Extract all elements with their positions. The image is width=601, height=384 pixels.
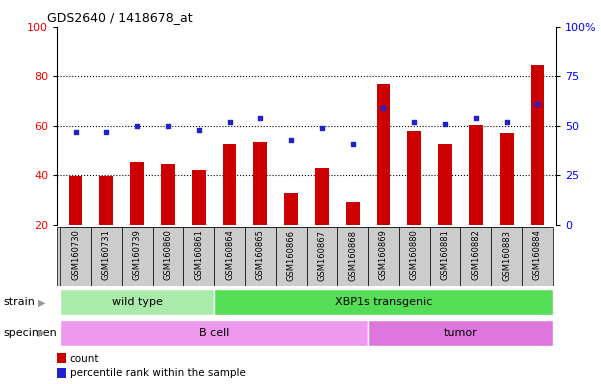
Bar — [438, 144, 452, 225]
Point — [502, 119, 511, 125]
Text: specimen: specimen — [3, 328, 56, 338]
Text: GSM160883: GSM160883 — [502, 230, 511, 281]
Text: wild type: wild type — [112, 297, 163, 308]
Point — [471, 115, 481, 121]
Point — [532, 101, 542, 107]
Text: GSM160884: GSM160884 — [533, 230, 542, 280]
Text: GSM160864: GSM160864 — [225, 230, 234, 280]
Point — [317, 125, 327, 131]
Bar — [57, 368, 66, 378]
Bar — [307, 227, 337, 286]
Point — [194, 127, 204, 133]
Point — [286, 137, 296, 143]
Bar — [368, 227, 399, 286]
Point — [71, 129, 81, 135]
Bar — [407, 131, 421, 225]
Bar — [399, 227, 430, 286]
Bar — [161, 164, 175, 225]
Bar — [276, 227, 307, 286]
Text: GDS2640 / 1418678_at: GDS2640 / 1418678_at — [47, 11, 193, 24]
Point — [102, 129, 111, 135]
Bar — [368, 320, 553, 346]
Point — [441, 121, 450, 127]
Bar — [214, 290, 553, 315]
Bar — [522, 227, 553, 286]
Bar — [491, 227, 522, 286]
Bar — [460, 227, 491, 286]
Text: GSM160731: GSM160731 — [102, 230, 111, 280]
Bar — [469, 124, 483, 225]
Text: GSM160739: GSM160739 — [133, 230, 142, 280]
Text: ▶: ▶ — [38, 297, 45, 308]
Point — [379, 105, 388, 111]
Point — [255, 115, 265, 121]
Text: tumor: tumor — [444, 328, 477, 338]
Point — [348, 141, 358, 147]
Bar — [122, 227, 153, 286]
Text: GSM160730: GSM160730 — [71, 230, 80, 280]
Bar — [531, 65, 545, 225]
Text: GSM160861: GSM160861 — [194, 230, 203, 280]
Text: GSM160880: GSM160880 — [410, 230, 419, 280]
Point — [163, 123, 172, 129]
Text: count: count — [70, 354, 99, 364]
Bar — [69, 176, 82, 225]
Bar — [377, 84, 391, 225]
Bar — [91, 227, 122, 286]
Bar — [430, 227, 460, 286]
Text: B cell: B cell — [199, 328, 230, 338]
Text: GSM160868: GSM160868 — [348, 230, 357, 281]
Bar — [60, 320, 368, 346]
Bar — [315, 168, 329, 225]
Bar — [183, 227, 214, 286]
Text: strain: strain — [3, 297, 35, 308]
Bar — [60, 290, 214, 315]
Text: GSM160881: GSM160881 — [441, 230, 450, 280]
Text: percentile rank within the sample: percentile rank within the sample — [70, 368, 245, 378]
Bar — [499, 133, 514, 225]
Bar — [130, 162, 144, 225]
Bar — [222, 144, 236, 225]
Text: GSM160869: GSM160869 — [379, 230, 388, 280]
Bar — [346, 202, 359, 225]
Text: GSM160865: GSM160865 — [256, 230, 265, 280]
Text: GSM160867: GSM160867 — [317, 230, 326, 281]
Text: GSM160860: GSM160860 — [163, 230, 172, 280]
Text: GSM160866: GSM160866 — [287, 230, 296, 281]
Bar — [254, 142, 267, 225]
Text: XBP1s transgenic: XBP1s transgenic — [335, 297, 432, 308]
Point — [132, 123, 142, 129]
Text: ▶: ▶ — [38, 328, 45, 338]
Bar — [284, 192, 298, 225]
Bar — [60, 227, 91, 286]
Bar — [192, 170, 206, 225]
Point — [409, 119, 419, 125]
Bar — [57, 353, 66, 363]
Bar — [153, 227, 183, 286]
Bar — [214, 227, 245, 286]
Point — [225, 119, 234, 125]
Text: GSM160882: GSM160882 — [471, 230, 480, 280]
Bar — [99, 176, 114, 225]
Bar — [245, 227, 276, 286]
Bar — [337, 227, 368, 286]
